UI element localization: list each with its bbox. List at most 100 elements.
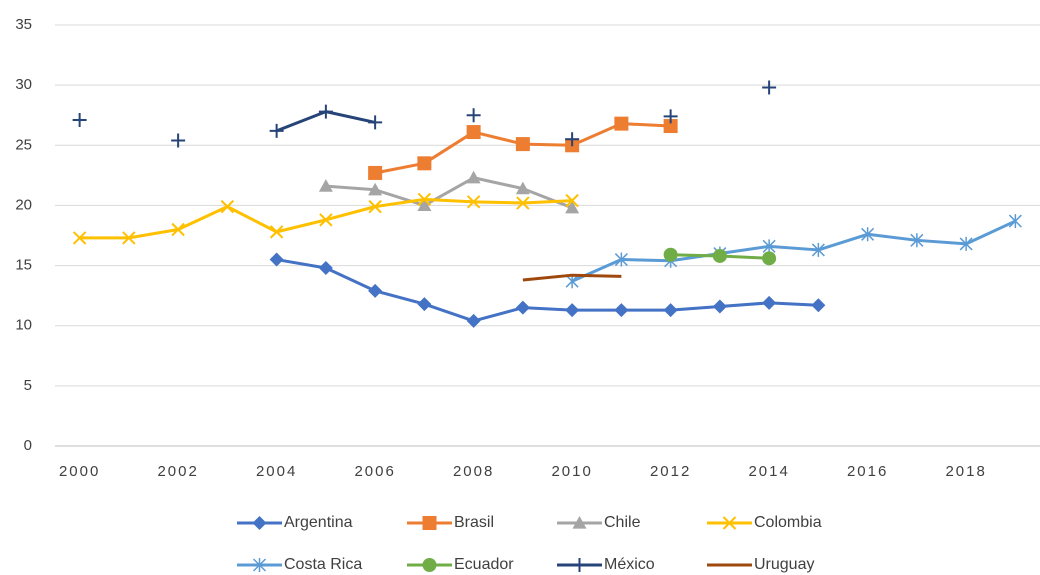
marker — [72, 113, 87, 128]
marker — [515, 300, 530, 315]
legend-item: Costa Rica — [237, 556, 362, 573]
marker — [614, 252, 628, 267]
x-tick-label: 2016 — [847, 463, 888, 480]
marker — [1008, 214, 1022, 229]
marker — [762, 251, 777, 266]
x-tick-label: 2014 — [748, 463, 789, 480]
marker — [466, 125, 481, 140]
y-tick-label: 10 — [15, 317, 32, 334]
legend-item: Colombia — [707, 514, 822, 531]
legend-label: Ecuador — [454, 556, 514, 573]
marker — [722, 516, 737, 530]
legend-item: Ecuador — [407, 556, 514, 573]
x-tick-label: 2006 — [354, 463, 395, 480]
marker — [318, 260, 333, 275]
series-line — [325, 176, 573, 210]
marker — [663, 247, 678, 262]
y-tick-label: 35 — [15, 16, 32, 33]
marker — [712, 299, 727, 314]
y-tick-label: 20 — [15, 196, 32, 213]
marker — [171, 133, 186, 148]
marker — [565, 193, 579, 208]
legend-label: México — [604, 556, 655, 573]
marker — [220, 199, 235, 214]
legend-label: Colombia — [754, 514, 822, 531]
x-tick-label: 2012 — [650, 463, 691, 480]
marker — [318, 104, 333, 119]
marker — [762, 239, 776, 254]
marker — [565, 303, 580, 318]
marker — [565, 200, 580, 214]
marker — [466, 108, 481, 123]
x-tick-label: 2010 — [551, 463, 592, 480]
marker — [515, 181, 530, 195]
marker — [910, 233, 924, 248]
marker — [269, 123, 284, 138]
marker — [515, 137, 530, 152]
legend-item: Chile — [557, 514, 641, 531]
y-tick-label: 0 — [24, 437, 32, 454]
legend-label: Uruguay — [754, 556, 814, 573]
series-line — [571, 219, 1017, 283]
x-tick-label: 2018 — [945, 463, 986, 480]
marker — [422, 516, 437, 530]
marker — [368, 199, 382, 214]
marker — [959, 236, 973, 251]
y-tick-label: 5 — [24, 377, 32, 394]
legend-item: Argentina — [237, 514, 353, 531]
marker — [368, 115, 383, 130]
marker — [319, 213, 333, 227]
marker — [614, 303, 629, 318]
marker — [565, 132, 580, 147]
marker — [122, 231, 136, 245]
marker — [712, 248, 727, 263]
marker — [762, 295, 777, 310]
y-tick-label: 25 — [15, 136, 32, 153]
marker — [417, 156, 432, 171]
marker — [252, 558, 267, 572]
marker — [466, 195, 481, 209]
x-tick-label: 2000 — [59, 463, 100, 480]
legend-label: Chile — [604, 514, 641, 531]
marker — [417, 198, 432, 212]
marker — [466, 313, 481, 328]
marker — [171, 222, 185, 237]
marker — [572, 558, 587, 572]
marker — [762, 80, 777, 95]
series-line — [522, 273, 622, 282]
legend-label: Brasil — [454, 514, 494, 531]
legend-label: Costa Rica — [284, 556, 362, 573]
marker — [368, 182, 383, 196]
y-tick-label: 30 — [15, 76, 32, 93]
marker — [466, 170, 481, 184]
marker — [269, 252, 284, 267]
marker — [417, 297, 432, 312]
legend-item: Uruguay — [707, 556, 814, 573]
x-tick-label: 2008 — [453, 463, 494, 480]
marker — [614, 116, 629, 131]
marker — [663, 303, 678, 318]
legend-item: Brasil — [407, 514, 494, 531]
marker — [663, 119, 678, 134]
y-tick-label: 15 — [15, 257, 32, 274]
marker — [318, 179, 333, 192]
marker — [269, 225, 284, 239]
marker — [572, 516, 587, 529]
marker — [417, 192, 432, 207]
marker — [368, 165, 383, 180]
marker — [368, 283, 383, 298]
marker — [811, 298, 826, 313]
marker — [861, 227, 875, 242]
legend-label: Argentina — [284, 514, 353, 531]
marker — [252, 516, 267, 530]
x-tick-label: 2002 — [157, 463, 198, 480]
marker — [72, 231, 87, 245]
x-tick-label: 2004 — [256, 463, 297, 480]
series-line — [276, 258, 819, 323]
marker — [422, 558, 437, 572]
marker — [811, 242, 825, 257]
marker — [516, 196, 530, 210]
marker — [663, 109, 678, 124]
legend-item: México — [557, 556, 655, 573]
